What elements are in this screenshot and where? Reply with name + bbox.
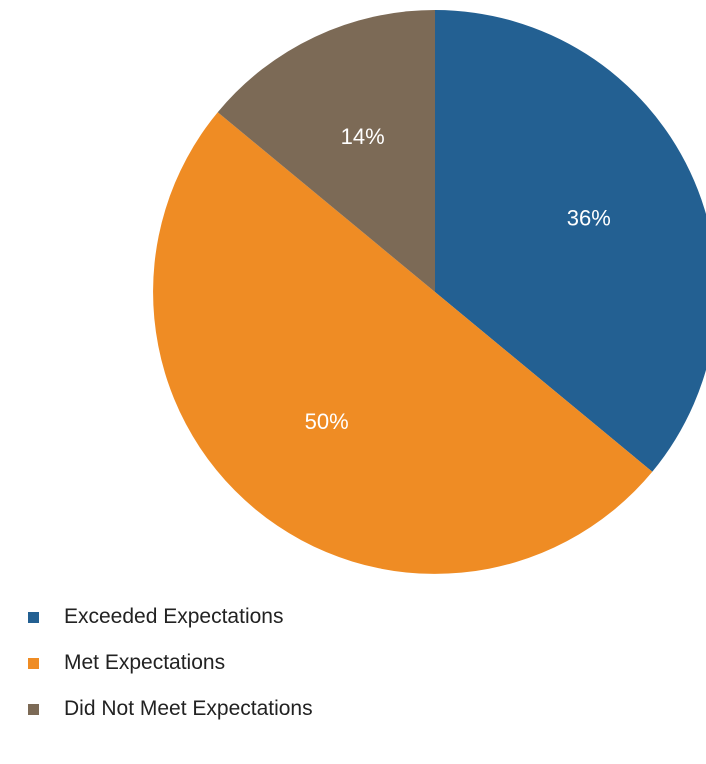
legend-swatch-met	[28, 657, 39, 669]
pie-slice-met	[153, 112, 653, 574]
legend-label-did-not-meet: Did Not Meet Expectations	[64, 697, 313, 720]
legend-swatch-did-not-meet	[28, 703, 39, 715]
legend-label-met: Met Expectations	[64, 651, 226, 674]
slice-label-did-not-meet: 14%	[341, 124, 385, 149]
pie-chart: 36% 50% 14%	[153, 9, 706, 574]
legend-item-met: Met Expectations	[28, 640, 313, 686]
slice-label-exceeded: 36%	[567, 205, 611, 230]
slice-label-met: 50%	[305, 409, 349, 434]
pie-slice-did-not-meet	[217, 9, 435, 292]
legend-label-exceeded: Exceeded Expectations	[64, 605, 284, 628]
pie-slice-exceeded	[435, 10, 706, 472]
legend-swatch-exceeded	[28, 611, 39, 623]
chart-legend: Exceeded Expectations Met Expectations D…	[28, 594, 313, 732]
legend-item-exceeded: Exceeded Expectations	[28, 594, 313, 640]
legend-item-did-not-meet: Did Not Meet Expectations	[28, 686, 313, 732]
